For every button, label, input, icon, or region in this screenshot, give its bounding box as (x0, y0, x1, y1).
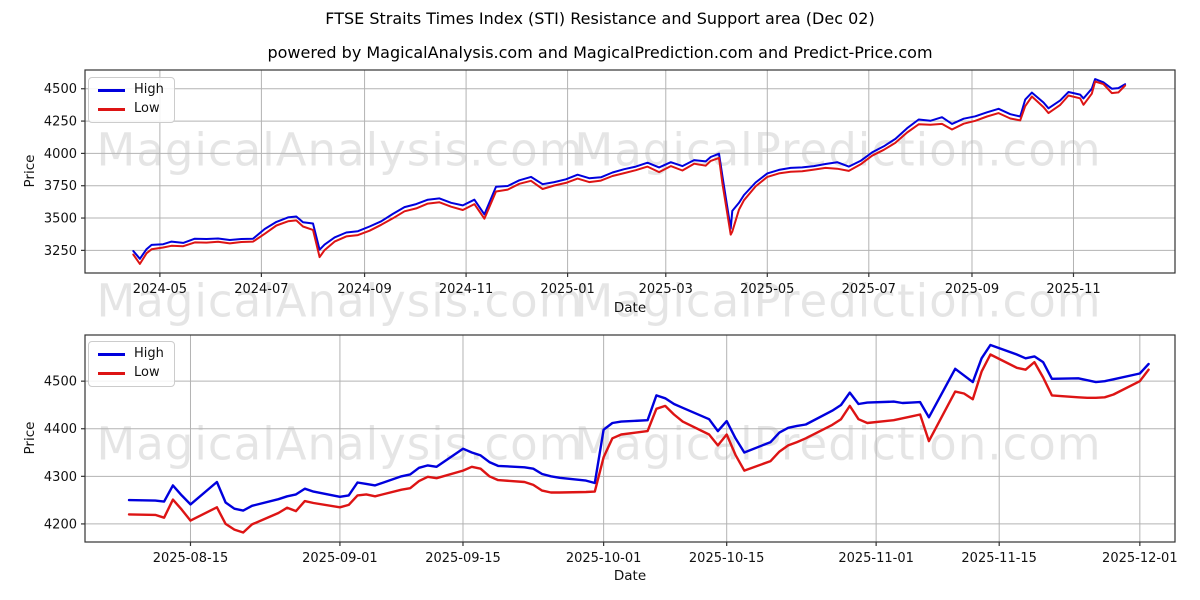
figure-subtitle: powered by MagicalAnalysis.com and Magic… (267, 43, 933, 62)
svg-text:2025-05: 2025-05 (740, 282, 794, 297)
svg-text:2025-01: 2025-01 (540, 282, 594, 297)
svg-text:2025-07: 2025-07 (842, 282, 896, 297)
top-chart-legend: High Low (88, 77, 175, 123)
svg-text:4250: 4250 (44, 115, 77, 130)
top-chart-ylabel: Price (22, 154, 38, 188)
svg-text:2025-09: 2025-09 (945, 282, 999, 297)
high-line-swatch (98, 352, 125, 356)
svg-text:2025-10-15: 2025-10-15 (689, 551, 765, 566)
svg-text:2024-05: 2024-05 (133, 282, 187, 297)
watermark-prediction: MagicalPrediction.com (574, 274, 1102, 328)
svg-text:2025-08-15: 2025-08-15 (153, 551, 229, 566)
watermark-prediction: MagicalPrediction.com (574, 417, 1102, 471)
legend-label-low: Low (134, 100, 160, 116)
svg-text:3250: 3250 (44, 244, 77, 259)
svg-text:2025-11-01: 2025-11-01 (838, 551, 914, 566)
svg-text:3500: 3500 (44, 212, 77, 227)
legend-item-high: High (98, 346, 164, 362)
svg-text:4200: 4200 (44, 517, 77, 532)
watermark-analysis: MagicalAnalysis.com (96, 274, 584, 328)
svg-text:2025-09-01: 2025-09-01 (302, 551, 378, 566)
legend-item-low: Low (98, 100, 164, 117)
svg-text:2025-12-01: 2025-12-01 (1102, 551, 1178, 566)
svg-text:2025-10-01: 2025-10-01 (566, 551, 642, 566)
high-line-swatch (98, 88, 125, 92)
watermark-prediction: MagicalPrediction.com (574, 123, 1102, 177)
svg-text:2024-11: 2024-11 (439, 282, 493, 297)
legend-label-high: High (134, 346, 164, 361)
figure-title: FTSE Straits Times Index (STI) Resistanc… (325, 9, 875, 28)
bottom-chart-legend: High Low (88, 341, 175, 387)
svg-text:3750: 3750 (44, 179, 77, 194)
legend-label-low: Low (134, 364, 160, 380)
watermark-analysis: MagicalAnalysis.com (96, 123, 584, 177)
svg-text:4500: 4500 (44, 82, 77, 97)
svg-text:4300: 4300 (44, 470, 77, 485)
svg-text:2025-11-15: 2025-11-15 (961, 551, 1037, 566)
low-line-swatch (98, 371, 125, 375)
bottom-chart-ylabel: Price (22, 421, 38, 455)
svg-text:2024-09: 2024-09 (337, 282, 391, 297)
legend-item-low: Low (98, 364, 164, 381)
svg-text:2025-09-15: 2025-09-15 (425, 551, 501, 566)
svg-text:2025-03: 2025-03 (639, 282, 693, 297)
svg-text:2025-11: 2025-11 (1046, 282, 1100, 297)
bottom-chart-xlabel: Date (613, 568, 647, 584)
svg-text:4000: 4000 (44, 147, 77, 162)
legend-label-high: High (134, 82, 164, 97)
svg-text:2024-07: 2024-07 (234, 282, 288, 297)
svg-text:4400: 4400 (44, 422, 77, 437)
svg-text:4500: 4500 (44, 375, 77, 390)
low-line-swatch (98, 107, 125, 111)
top-chart-xlabel: Date (613, 300, 647, 316)
legend-item-high: High (98, 82, 164, 98)
